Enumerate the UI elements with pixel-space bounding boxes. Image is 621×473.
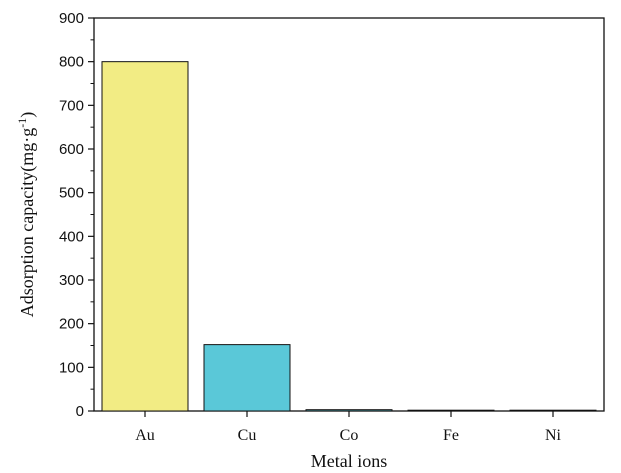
y-tick-label: 800 [59,54,84,71]
y-tick-label: 900 [59,10,84,27]
x-axis: Au Cu Co Fe Ni [135,411,562,444]
y-axis-title-main: Adsorption capacity(mg·g [17,128,38,317]
x-tick-label-au: Au [135,427,155,444]
bar-ni [509,409,597,412]
x-tick-label-fe: Fe [443,427,459,444]
x-tick-label-co: Co [340,427,359,444]
y-tick-label: 400 [59,228,84,245]
y-tick-label: 700 [59,97,84,114]
y-tick-label: 600 [59,141,84,158]
y-tick-label: 0 [76,403,84,420]
y-axis-title-superscript: -1 [15,118,29,128]
y-tick-label: 200 [59,316,84,333]
y-axis-title: Adsorption capacity(mg·g-1) [15,112,38,317]
y-axis-title-suffix: ) [17,112,38,118]
bar-au [101,61,189,412]
x-tick-label-cu: Cu [238,427,257,444]
bar-cu [203,344,291,412]
bar-co [305,409,393,412]
y-tick-label: 100 [59,359,84,376]
bar-fe [407,409,495,412]
y-tick-label: 300 [59,272,84,289]
x-axis-title: Metal ions [311,451,388,471]
y-tick-label: 500 [59,185,84,202]
bars [101,61,597,412]
x-tick-label-ni: Ni [545,427,562,444]
y-axis: 0 100 200 300 400 500 600 700 800 900 [59,10,94,420]
